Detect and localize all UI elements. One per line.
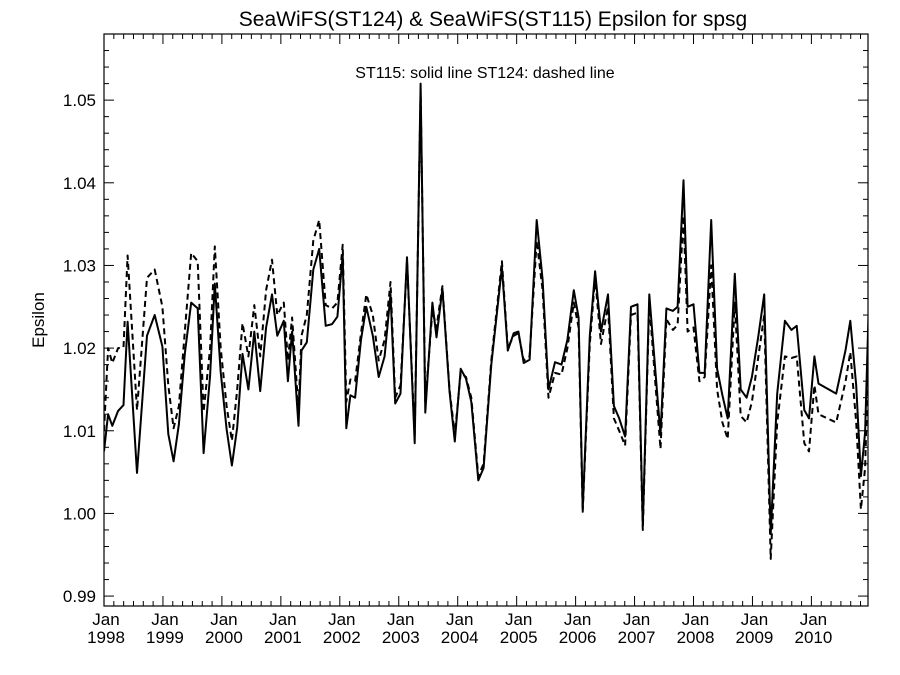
x-tick-month-label: Jan: [210, 610, 237, 629]
x-tick-month-label: Jan: [800, 610, 827, 629]
x-tick-month-label: Jan: [387, 610, 414, 629]
x-tick-month-label: Jan: [564, 610, 591, 629]
series-lines: [104, 82, 868, 560]
x-tick-year-label: 2002: [323, 628, 361, 647]
x-tick-month-label: Jan: [269, 610, 296, 629]
x-tick-year-label: 2006: [559, 628, 597, 647]
y-tick-label: 1.05: [63, 91, 96, 110]
x-tick-year-label: 2001: [264, 628, 302, 647]
x-tick-year-label: 2008: [677, 628, 715, 647]
x-tick-year-label: 2010: [794, 628, 832, 647]
x-tick-year-label: 2009: [736, 628, 774, 647]
x-tick-month-label: Jan: [328, 610, 355, 629]
y-tick-label: 1.01: [63, 422, 96, 441]
y-tick-label: 1.03: [63, 256, 96, 275]
x-axis-ticks: Jan1998Jan1999Jan2000Jan2001Jan2002Jan20…: [87, 34, 862, 647]
x-tick-year-label: 1999: [146, 628, 184, 647]
x-tick-year-label: 2000: [205, 628, 243, 647]
plot-frame: [103, 33, 869, 607]
series-annotation: ST115: solid line ST124: dashed line: [355, 65, 615, 82]
x-tick-month-label: Jan: [446, 610, 473, 629]
x-tick-year-label: 2003: [382, 628, 420, 647]
x-tick-year-label: 2007: [618, 628, 656, 647]
x-tick-month-label: Jan: [92, 610, 119, 629]
series-line-st124: [104, 90, 868, 560]
series-line-st115: [104, 82, 868, 536]
x-tick-year-label: 2005: [500, 628, 538, 647]
y-axis-label: Epsilon: [29, 292, 48, 348]
x-tick-year-label: 2004: [441, 628, 479, 647]
x-tick-month-label: Jan: [151, 610, 178, 629]
y-tick-label: 0.99: [63, 587, 96, 606]
x-tick-month-label: Jan: [741, 610, 768, 629]
y-tick-label: 1.04: [63, 174, 96, 193]
x-tick-month-label: Jan: [623, 610, 650, 629]
y-axis-ticks: 0.99 1.00 1.01 1.02 1.03 1.04 1.05: [63, 50, 868, 606]
x-tick-year-label: 1998: [87, 628, 125, 647]
x-tick-month-label: Jan: [505, 610, 532, 629]
y-tick-label: 1.02: [63, 339, 96, 358]
chart-title: SeaWiFS(ST124) & SeaWiFS(ST115) Epsilon …: [239, 8, 747, 31]
x-tick-month-label: Jan: [682, 610, 709, 629]
y-tick-label: 1.00: [63, 504, 96, 523]
